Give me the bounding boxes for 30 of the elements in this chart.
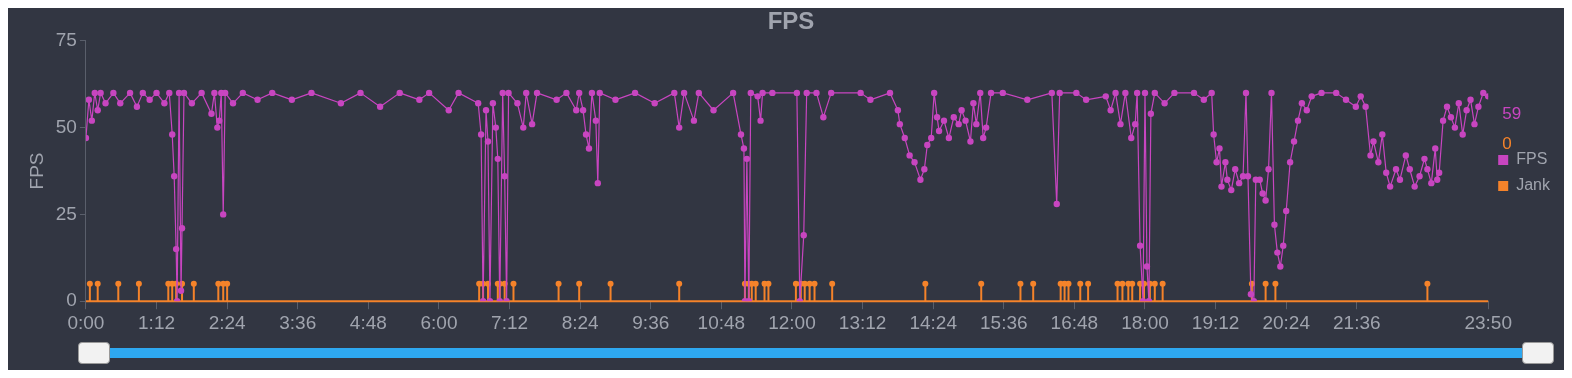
x-tick-label: 1:12	[138, 311, 176, 333]
x-tick-label: 2:24	[208, 311, 247, 333]
y-axis-title: FPS	[25, 152, 47, 190]
x-tick-label: 18:00	[1121, 311, 1169, 333]
x-tick-label: 10:48	[697, 311, 746, 333]
x-tick-label: 13:12	[838, 311, 887, 333]
x-tick-label: 7:12	[491, 311, 529, 333]
x-tick-label: 20:24	[1262, 311, 1311, 333]
y-tick-label: 50	[55, 115, 77, 137]
x-tick-label: 8:24	[561, 311, 600, 333]
x-tick-label: 3:36	[279, 311, 317, 333]
x-tick-label: 14:24	[909, 311, 958, 333]
text: 0	[1502, 134, 1512, 154]
legend-label: FPS	[1516, 150, 1548, 168]
x-tick-label: 16:48	[1050, 311, 1099, 333]
chart-title: FPS	[767, 7, 815, 35]
legend-label: Jank	[1516, 176, 1551, 194]
x-tick-label: 23:50	[1464, 311, 1512, 333]
y-tick-label: 75	[55, 29, 77, 51]
text: 59	[1502, 104, 1522, 124]
x-tick-label: 4:48	[349, 311, 387, 333]
x-tick-label: 9:36	[632, 311, 670, 333]
x-tick-label: 6:00	[420, 311, 458, 333]
x-tick-label: 0:00	[67, 311, 105, 333]
y-tick-label: 0	[66, 289, 77, 311]
x-tick-label: 12:00	[768, 311, 816, 333]
x-tick-label: 15:36	[980, 311, 1028, 333]
y-tick-label: 25	[55, 202, 77, 224]
x-tick-label: 19:12	[1191, 311, 1240, 333]
x-tick-label: 21:36	[1333, 311, 1381, 333]
